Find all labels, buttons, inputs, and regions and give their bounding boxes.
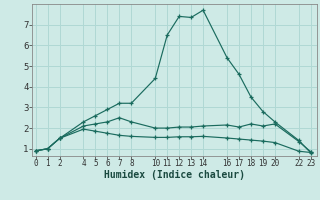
X-axis label: Humidex (Indice chaleur): Humidex (Indice chaleur) xyxy=(104,170,245,180)
